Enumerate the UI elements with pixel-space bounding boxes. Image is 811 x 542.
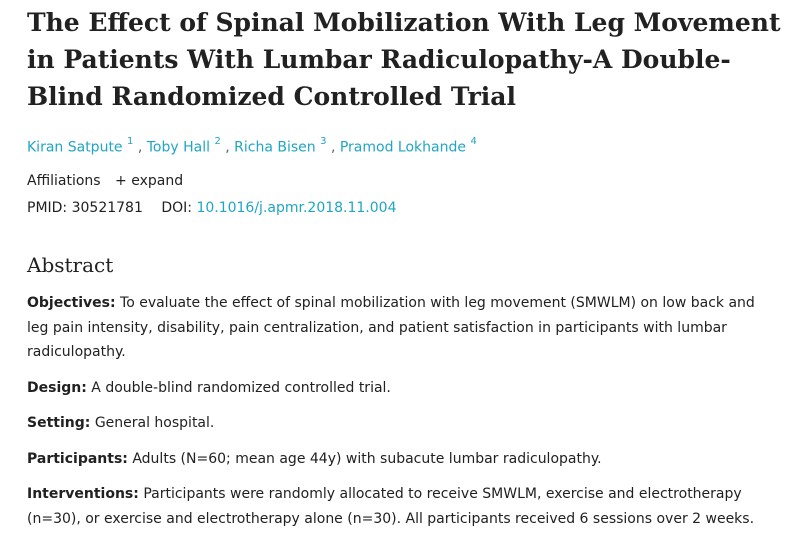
author-separator: , <box>137 139 147 156</box>
abstract-section-text: To evaluate the effect of spinal mobiliz… <box>27 295 755 360</box>
author-affiliation-sup[interactable]: 3 <box>320 136 327 147</box>
abstract-section-interventions: Interventions: Participants were randoml… <box>27 482 772 531</box>
author-separator: , <box>330 139 340 156</box>
abstract-section-label: Objectives: <box>27 295 116 311</box>
abstract-body: Objectives: To evaluate the effect of sp… <box>27 291 772 542</box>
abstract-section-label: Design: <box>27 379 87 396</box>
abstract-section-label: Setting: <box>27 415 91 431</box>
abstract-section-objectives: Objectives: To evaluate the effect of sp… <box>27 291 772 365</box>
pmid-label: PMID: <box>27 200 68 216</box>
article-title: The Effect of Spinal Mobilization With L… <box>27 8 781 111</box>
author-affiliation-sup[interactable]: 4 <box>470 136 477 147</box>
author-affiliation-sup[interactable]: 1 <box>127 136 134 147</box>
author-link[interactable]: Toby Hall <box>146 139 210 156</box>
author-separator: , <box>225 139 235 156</box>
abstract-section-text: Participants were randomly allocated to … <box>27 486 755 527</box>
abstract-section-label: Participants: <box>27 450 128 467</box>
abstract-section-text: Adults (N=60; mean age 44y) with subacut… <box>132 450 602 467</box>
author-link[interactable]: Richa Bisen <box>234 139 316 156</box>
abstract-section-label: Interventions: <box>27 486 139 502</box>
abstract-section-text: A double-blind randomized controlled tri… <box>91 379 391 396</box>
affiliations-expand-toggle[interactable]: + expand <box>115 173 184 189</box>
author-link[interactable]: Kiran Satpute <box>27 139 123 156</box>
abstract-section-text: General hospital. <box>94 415 215 431</box>
author-link[interactable]: Pramod Lokhande <box>339 139 466 156</box>
abstract-section-participants: Participants: Adults (N=60; mean age 44y… <box>27 447 772 472</box>
affiliations-label: Affiliations <box>27 173 101 189</box>
pmid-value: 30521781 <box>71 200 143 216</box>
abstract-heading: Abstract <box>27 253 114 277</box>
article-identifiers: PMID: 30521781 DOI: 10.1016/j.apmr.2018.… <box>27 197 396 219</box>
doi-label: DOI: <box>161 200 192 216</box>
doi-link[interactable]: 10.1016/j.apmr.2018.11.004 <box>196 200 397 216</box>
affiliations-row: Affiliations + expand <box>27 170 183 192</box>
abstract-section-design: Design: A double-blind randomized contro… <box>27 376 772 401</box>
author-affiliation-sup[interactable]: 2 <box>214 136 221 147</box>
author-list: Kiran Satpute 1 , Toby Hall 2 , Richa Bi… <box>27 133 797 159</box>
abstract-section-setting: Setting: General hospital. <box>27 411 772 436</box>
